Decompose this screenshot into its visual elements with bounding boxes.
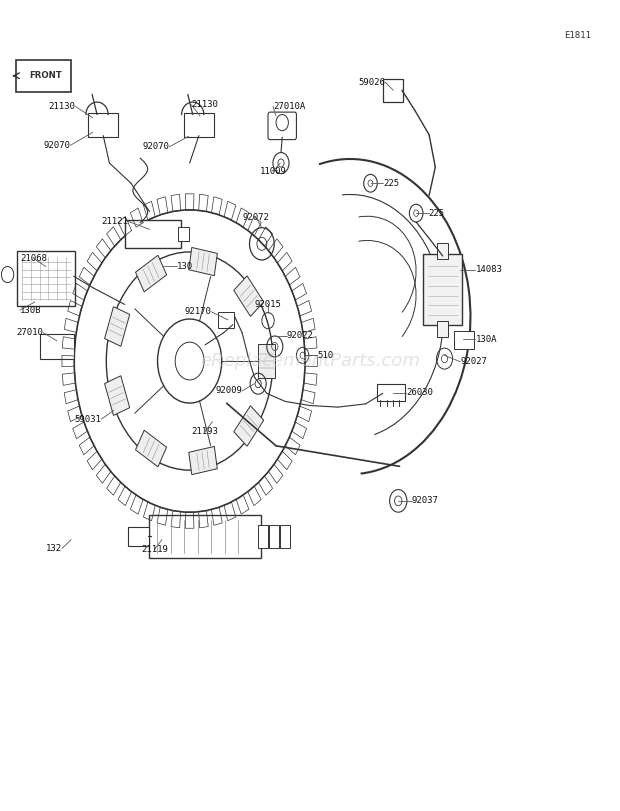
Text: 59026: 59026 [358, 78, 385, 87]
Text: 92070: 92070 [143, 143, 169, 152]
Text: 21068: 21068 [20, 254, 47, 263]
FancyBboxPatch shape [423, 255, 463, 325]
Text: FRONT: FRONT [29, 71, 61, 80]
Text: 21119: 21119 [141, 545, 168, 554]
FancyBboxPatch shape [258, 525, 268, 547]
Text: 21130: 21130 [48, 102, 76, 111]
FancyBboxPatch shape [17, 251, 75, 306]
Polygon shape [105, 375, 130, 415]
FancyBboxPatch shape [128, 526, 149, 546]
Text: 14083: 14083 [476, 265, 502, 274]
Text: 225: 225 [428, 208, 445, 217]
Polygon shape [105, 307, 130, 346]
Text: 130B: 130B [20, 306, 42, 315]
Text: 27010A: 27010A [273, 102, 305, 111]
Text: 92022: 92022 [286, 332, 314, 341]
Text: eReplacementParts.com: eReplacementParts.com [200, 352, 420, 370]
FancyBboxPatch shape [16, 59, 71, 92]
Text: 92170: 92170 [184, 307, 211, 316]
Text: 510: 510 [317, 351, 334, 360]
FancyBboxPatch shape [269, 525, 279, 547]
FancyBboxPatch shape [40, 334, 74, 358]
Text: 132: 132 [46, 544, 62, 553]
FancyBboxPatch shape [383, 79, 403, 101]
FancyBboxPatch shape [280, 525, 290, 547]
FancyBboxPatch shape [125, 221, 180, 248]
Polygon shape [234, 276, 264, 316]
Polygon shape [188, 446, 217, 474]
Text: 59031: 59031 [74, 414, 102, 423]
Polygon shape [136, 431, 167, 467]
Text: 26030: 26030 [406, 388, 433, 397]
FancyBboxPatch shape [218, 311, 234, 328]
Text: 21121: 21121 [101, 217, 128, 225]
Text: 92070: 92070 [43, 141, 71, 150]
FancyBboxPatch shape [437, 320, 448, 337]
Text: 225: 225 [383, 178, 399, 187]
Polygon shape [258, 344, 275, 378]
Text: 21193: 21193 [192, 427, 218, 436]
Polygon shape [188, 247, 217, 276]
FancyBboxPatch shape [89, 113, 118, 137]
Text: 92037: 92037 [412, 496, 439, 505]
FancyBboxPatch shape [437, 243, 448, 260]
Polygon shape [136, 255, 167, 292]
Text: 92015: 92015 [255, 300, 281, 309]
FancyBboxPatch shape [454, 331, 474, 349]
Text: 21130: 21130 [192, 101, 218, 109]
FancyBboxPatch shape [149, 515, 260, 558]
FancyBboxPatch shape [184, 113, 214, 137]
Text: 130: 130 [177, 262, 193, 271]
Text: 27010: 27010 [17, 328, 43, 337]
Polygon shape [234, 406, 264, 446]
FancyBboxPatch shape [178, 227, 188, 242]
Text: 130A: 130A [476, 335, 497, 344]
Text: 92009: 92009 [215, 387, 242, 396]
Text: 92072: 92072 [242, 212, 269, 221]
Text: E1811: E1811 [564, 31, 591, 40]
Text: 11009: 11009 [260, 166, 286, 176]
FancyBboxPatch shape [268, 112, 296, 139]
FancyBboxPatch shape [377, 384, 405, 401]
Text: 92027: 92027 [461, 358, 487, 367]
